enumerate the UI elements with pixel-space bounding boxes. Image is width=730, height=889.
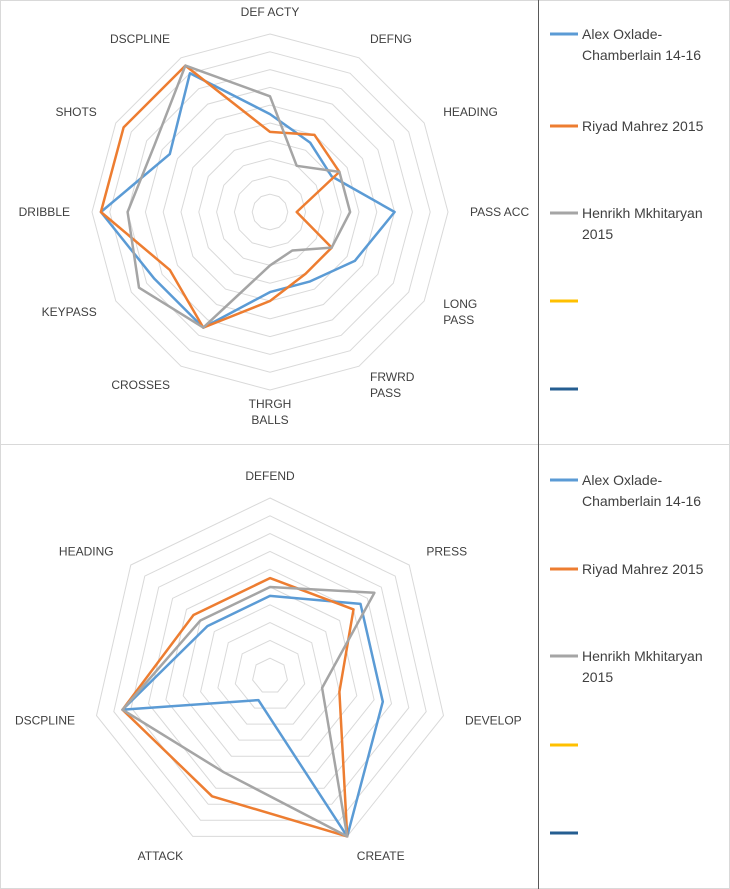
grid-ring-9 xyxy=(109,51,431,373)
series-line-alex-oxlade-chamberlain-14-16 xyxy=(99,72,396,329)
grid-ring-4 xyxy=(200,604,340,741)
grid-ring-1 xyxy=(251,193,289,231)
axis-label-defng: DEFNG xyxy=(370,32,412,46)
grid-ring-10 xyxy=(91,33,449,391)
axis-label-dscpline: DSCPLINE xyxy=(110,32,170,46)
axis-label-heading: HEADING xyxy=(59,544,114,558)
axis-label-def-acty: DEF ACTY xyxy=(241,5,300,19)
legend-bottom: Alex Oxlade-Chamberlain 14-16 Riyad Mahre… xyxy=(550,472,704,835)
legend-label: Alex Oxlade-Chamberlain 14-16 xyxy=(582,472,701,509)
legend-item-riyad-mahrez-2015: Riyad Mahrez 2015 xyxy=(550,118,704,134)
series-line-alex-oxlade-chamberlain-14-16 xyxy=(121,594,385,838)
axis-label-shots: SHOTS xyxy=(55,105,96,119)
grid-ring-3 xyxy=(217,622,323,725)
legend-item-riyad-mahrez-2015: Riyad Mahrez 2015 xyxy=(550,561,704,577)
grid-ring-5 xyxy=(182,586,358,757)
legend-label: Riyad Mahrez 2015 xyxy=(582,561,704,577)
legend-item-alex-oxlade-chamberlain-14-16: Alex Oxlade-Chamberlain 14-16 xyxy=(550,472,701,509)
axis-label-long-pass: LONG PASS xyxy=(443,297,477,327)
series-line-riyad-mahrez-2015 xyxy=(121,576,355,838)
grid-ring-9 xyxy=(113,515,427,821)
legend-label: Henrikh Mkhitaryan 2015 xyxy=(582,648,703,685)
axis-label-create: CREATE xyxy=(357,849,405,863)
grid-ring-6 xyxy=(162,104,378,320)
radar-chart-bottom: DEFEND PRESS DEVELOP CREATE ATTACK DSCPLINE HE… xyxy=(15,469,522,863)
axis-label-heading: HEADING xyxy=(443,105,498,119)
axis-label-attack: ATTACK xyxy=(138,849,184,863)
legend-item-henrikh-mkhitaryan-2015: Henrikh Mkhitaryan 2015 xyxy=(550,648,703,685)
series-line-henrikh-mkhitaryan-2015 xyxy=(121,585,376,838)
series-line-henrikh-mkhitaryan-2015 xyxy=(126,64,352,329)
grid-ring-8 xyxy=(130,533,410,805)
axis-label-dribble: DRIBBLE xyxy=(19,205,70,219)
grid-ring-7 xyxy=(144,86,396,338)
axis-label-pass-acc: PASS ACC xyxy=(470,205,529,219)
legend-label: Henrikh Mkhitaryan 2015 xyxy=(582,205,703,242)
legend-label: Alex Oxlade-Chamberlain 14-16 xyxy=(582,26,701,63)
axis-label-defend: DEFEND xyxy=(245,469,295,483)
grid-ring-8 xyxy=(127,69,413,355)
legend-label: Riyad Mahrez 2015 xyxy=(582,118,704,134)
axis-label-keypass: KEYPASS xyxy=(42,305,97,319)
axis-label-frwrd-pass: FRWRD PASS xyxy=(370,370,415,400)
legend-item-henrikh-mkhitaryan-2015: Henrikh Mkhitaryan 2015 xyxy=(550,205,703,242)
grid-ring-2 xyxy=(233,175,307,249)
grid-ring-2 xyxy=(234,639,306,709)
axis-label-dscpline: DSCPLINE xyxy=(15,714,75,728)
axis-label-crosses: CROSSES xyxy=(111,378,170,392)
legend-top: Alex Oxlade-Chamberlain 14-16 Riyad Mahre… xyxy=(550,26,704,391)
axis-label-thrgh-balls: THRGH BALLS xyxy=(249,397,292,427)
axis-label-develop: DEVELOP xyxy=(465,714,522,728)
radar-chart-top: DEF ACTY DEFNG HEADING PASS ACC LONG PASS FRWR… xyxy=(19,5,530,427)
axis-label-press: PRESS xyxy=(426,544,467,558)
grid-ring-1 xyxy=(252,657,288,693)
legend-item-alex-oxlade-chamberlain-14-16: Alex Oxlade-Chamberlain 14-16 xyxy=(550,26,701,63)
grid-ring-7 xyxy=(147,550,393,789)
grid-ring-10 xyxy=(95,497,445,837)
